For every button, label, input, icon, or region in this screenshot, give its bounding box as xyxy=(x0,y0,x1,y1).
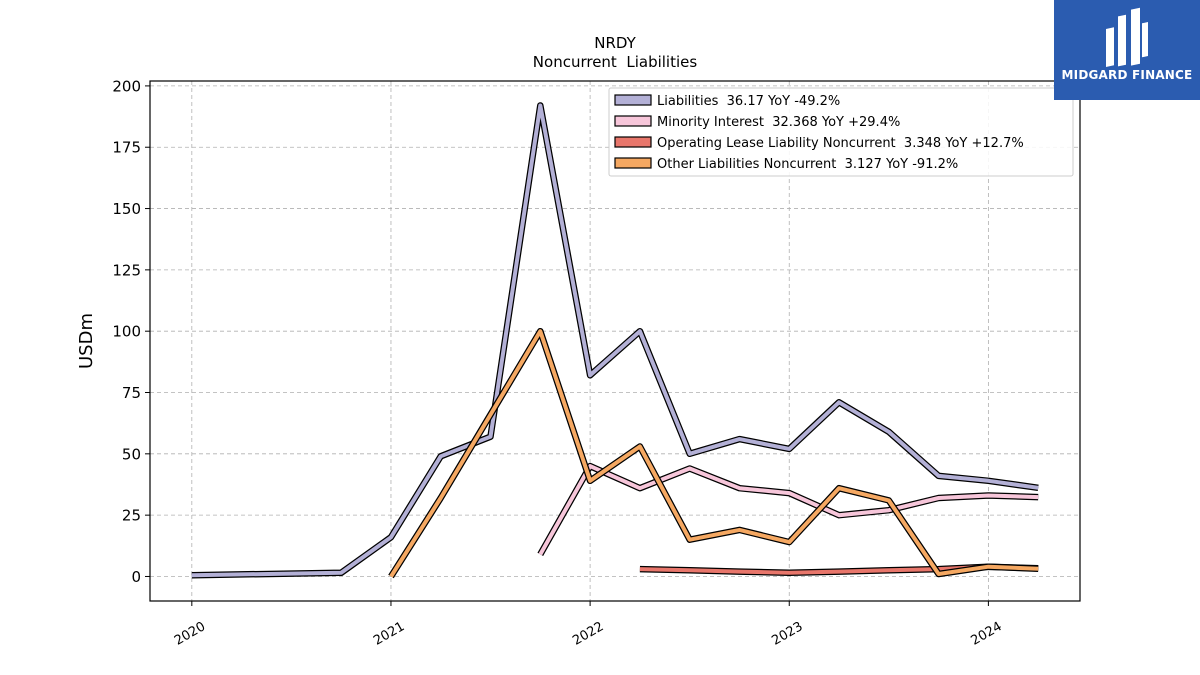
series-line xyxy=(389,329,1039,578)
chart-subtitle: Noncurrent Liabilities xyxy=(533,53,698,71)
plot-frame xyxy=(149,80,1081,602)
y-tick-label: 125 xyxy=(112,261,141,279)
x-tick-label: 2021 xyxy=(371,619,407,649)
legend: Liabilities 36.17 YoY -49.2% Minority Int… xyxy=(608,87,1074,177)
y-axis-label: USDm xyxy=(76,313,97,369)
y-tick-label: 0 xyxy=(131,568,141,586)
x-tick-label: 2024 xyxy=(969,619,1005,649)
legend-swatch xyxy=(614,115,652,127)
y-tick-label: 150 xyxy=(112,200,141,218)
legend-label: Liabilities 36.17 YoY -49.2% xyxy=(657,94,840,109)
x-tick-label: 2023 xyxy=(769,619,805,649)
series-line xyxy=(191,103,1039,578)
legend-box xyxy=(608,87,1074,177)
x-tick-label: 2022 xyxy=(570,619,606,649)
series-lines xyxy=(191,102,1039,579)
brand-mark-icon xyxy=(1106,7,1148,67)
x-axis: 2020 2021 2022 2023 2024 xyxy=(172,601,1005,649)
brand-logo: MIDGARD FINANCE xyxy=(1054,0,1200,100)
legend-label: Operating Lease Liability Noncurrent 3.3… xyxy=(657,136,1024,151)
legend-label: Minority Interest 32.368 YoY +29.4% xyxy=(657,115,900,130)
y-tick-label: 100 xyxy=(112,323,141,341)
y-tick-label: 25 xyxy=(122,507,141,525)
series-2 xyxy=(537,462,1039,556)
y-tick-label: 50 xyxy=(122,445,141,463)
y-tick-label: 75 xyxy=(122,384,141,402)
legend-swatch xyxy=(614,136,652,148)
series-4 xyxy=(388,327,1039,579)
chart-title: NRDY xyxy=(594,34,636,52)
legend-swatch xyxy=(614,94,652,106)
series-line xyxy=(538,464,1039,556)
series-1 xyxy=(191,102,1039,579)
y-tick-label: 200 xyxy=(112,77,141,95)
brand-name: MIDGARD FINANCE xyxy=(1061,68,1193,82)
x-tick-label: 2020 xyxy=(172,619,208,649)
legend-label: Other Liabilities Noncurrent 3.127 YoY -… xyxy=(657,157,958,172)
y-axis: 0 25 50 75 100 125 150 175 200 xyxy=(112,77,150,586)
y-tick-label: 175 xyxy=(112,139,141,157)
legend-swatch xyxy=(614,157,652,169)
